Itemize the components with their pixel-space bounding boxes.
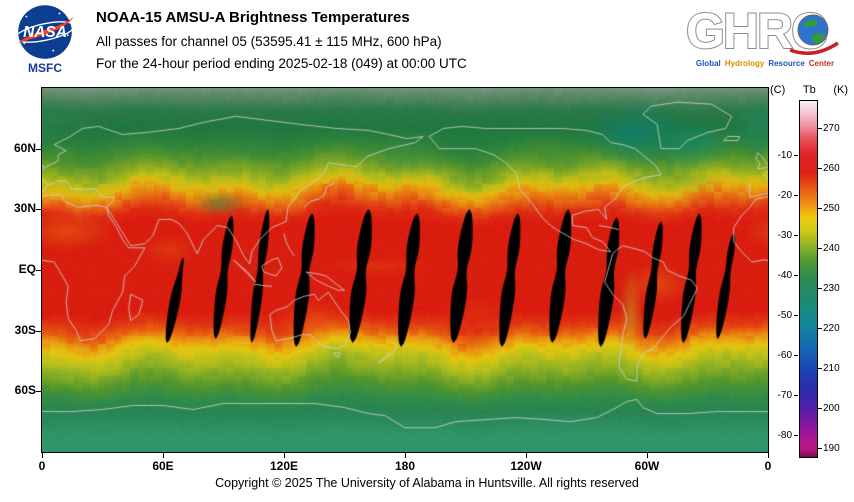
- lat-tick-mark: [36, 209, 41, 211]
- colorbar-celsius-tick-label: -70: [777, 390, 792, 402]
- lon-tick-mark: [163, 453, 164, 458]
- colorbar-celsius-tick-mark: [794, 195, 798, 197]
- colorbar-celsius-tick-mark: [794, 355, 798, 357]
- colorbar-celsius-tick-label: -40: [777, 270, 792, 282]
- lon-tick-mark: [526, 453, 527, 458]
- ghrc-tagline-word: Center: [808, 59, 835, 68]
- colorbar-celsius-tick-label: -80: [777, 430, 792, 442]
- lon-tick-mark: [647, 453, 648, 458]
- colorbar-kelvin-tick-label: 250: [823, 203, 840, 214]
- lon-tick-mark: [768, 453, 769, 458]
- lat-tick-label: 30S: [14, 322, 36, 337]
- lat-tick-mark: [36, 270, 41, 271]
- colorbar-kelvin-tick-mark: [818, 128, 822, 129]
- nasa-logo: NASA: [15, 5, 75, 59]
- ghrc-tagline-word: Hydrology: [724, 59, 765, 68]
- ghrc-logo-text: GHRC: [686, 3, 826, 58]
- lon-tick-label: 60E: [152, 459, 174, 473]
- colorbar-kelvin-tick-mark: [818, 288, 822, 289]
- colorbar-kelvin-tick-label: 270: [823, 123, 840, 134]
- nasa-logo-orbit: [15, 21, 75, 43]
- colorbar-celsius-tick-mark: [794, 435, 798, 437]
- colorbar-kelvin-tick-label: 240: [823, 243, 840, 254]
- colorbar-kelvin-tick-label: 220: [823, 323, 840, 334]
- lat-tick-label: 30N: [13, 201, 36, 216]
- ghrc-tagline-word: Global: [695, 59, 721, 68]
- lon-tick-label: 0: [38, 459, 46, 473]
- ghrc-logo-graphic: GHRC: [685, 2, 839, 60]
- colorbar-kelvin-tick-mark: [818, 208, 822, 209]
- colorbar-kelvin-tick-mark: [818, 448, 822, 449]
- lon-tick-label: 120E: [269, 459, 299, 473]
- colorbar-celsius-tick-mark: [794, 315, 798, 317]
- lon-tick-label: 0: [764, 459, 772, 473]
- ghrc-tagline-word: Resource: [768, 59, 805, 68]
- colorbar-celsius-tick-label: -20: [777, 190, 792, 202]
- colorbar-kelvin-tick-label: 210: [823, 363, 840, 374]
- colorbar-kelvin-tick-label: 190: [823, 443, 840, 454]
- colorbar-celsius-tick-mark: [794, 155, 798, 157]
- lat-tick-label: 60N: [13, 140, 36, 155]
- colorbar-celsius-tick-label: -30: [777, 230, 792, 242]
- nasa-logo-text: NASA: [23, 24, 67, 41]
- colorbar-kelvin-tick-label: 200: [823, 403, 840, 414]
- ghrc-red-swoosh-icon: [789, 41, 839, 55]
- colorbar-celsius-tick-mark: [794, 235, 798, 237]
- copyright-text: Copyright © 2025 The University of Alaba…: [215, 476, 639, 490]
- channel-subtitle: All passes for channel 05 (53595.41 ± 11…: [96, 34, 442, 49]
- lon-tick-label: 60W: [634, 459, 660, 473]
- nasa-logo-red-swoosh-icon: [18, 16, 74, 44]
- colorbar-title: (C) Tb (K): [770, 84, 848, 96]
- plot-titles: NOAA-15 AMSU-A Brightness Temperatures A…: [96, 9, 467, 78]
- colorbar-celsius-tick-mark: [794, 275, 798, 277]
- brightness-temperature-map-canvas: [42, 88, 768, 452]
- page-title: NOAA-15 AMSU-A Brightness Temperatures: [96, 9, 410, 26]
- colorbar-kelvin-tick-mark: [818, 328, 822, 329]
- msfc-label: MSFC: [28, 61, 62, 75]
- colorbar-kelvin-tick-mark: [818, 168, 822, 169]
- colorbar-unit-tb: Tb: [802, 84, 816, 96]
- colorbar-kelvin-tick-mark: [818, 248, 822, 249]
- lon-tick-mark: [405, 453, 406, 458]
- colorbar-kelvin-tick-label: 260: [823, 163, 840, 174]
- colorbar-kelvin-tick-label: 230: [823, 283, 840, 294]
- lon-tick-mark: [284, 453, 285, 458]
- colorbar: [799, 100, 818, 458]
- colorbar-kelvin-tick-mark: [818, 408, 822, 409]
- lat-tick-label: 60S: [14, 383, 36, 398]
- lon-tick-label: 120W: [510, 459, 542, 473]
- colorbar-kelvin-tick-mark: [818, 368, 822, 369]
- lat-tick-mark: [36, 391, 41, 393]
- colorbar-unit-celsius: (C): [770, 84, 786, 96]
- ghrc-logo: GHRC Global Hydrology Resource Center: [684, 2, 846, 68]
- lat-tick-mark: [36, 148, 41, 150]
- ghrc-tagline: Global Hydrology Resource Center: [684, 59, 846, 68]
- lat-tick-label: EQ: [18, 262, 36, 276]
- colorbar-celsius-tick-label: -60: [777, 350, 792, 362]
- colorbar-celsius-tick-label: -50: [777, 310, 792, 322]
- colorbar-celsius-tick-mark: [794, 395, 798, 397]
- map-frame: [41, 87, 769, 453]
- colorbar-unit-kelvin: (K): [833, 84, 848, 96]
- lat-tick-mark: [36, 330, 41, 332]
- period-subtitle: For the 24-hour period ending 2025-02-18…: [96, 56, 467, 71]
- lon-tick-mark: [42, 453, 43, 458]
- lon-tick-label: 180: [394, 459, 416, 473]
- colorbar-celsius-tick-label: -10: [777, 150, 792, 162]
